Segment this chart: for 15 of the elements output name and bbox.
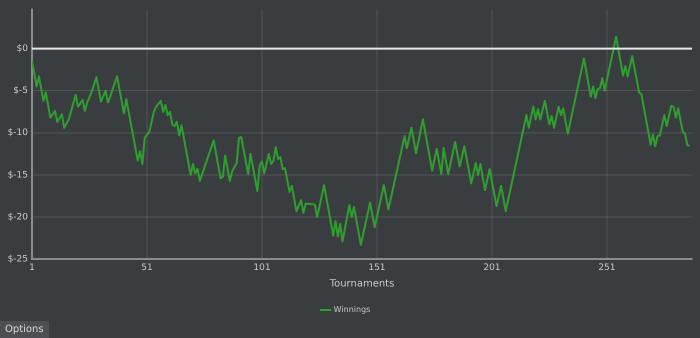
x-tick-label: 251: [598, 262, 616, 273]
y-tick-label: $0: [16, 44, 28, 54]
x-axis-title: Tournaments: [328, 278, 394, 290]
x-tick-label: 151: [368, 262, 386, 273]
x-tick-label: 201: [483, 262, 501, 273]
y-tick-label: $-25: [8, 254, 28, 265]
options-button: Options: [0, 321, 49, 338]
y-tick-label: $-5: [13, 86, 28, 96]
y-tick-label: $-10: [8, 128, 28, 138]
legend-label: Winnings: [334, 305, 370, 314]
y-tick-label: $-15: [8, 170, 28, 180]
x-tick-label: 101: [253, 262, 271, 273]
x-tick-label: 1: [29, 262, 35, 273]
x-tick-label: 51: [141, 262, 153, 273]
y-tick-label: $-20: [8, 212, 28, 222]
